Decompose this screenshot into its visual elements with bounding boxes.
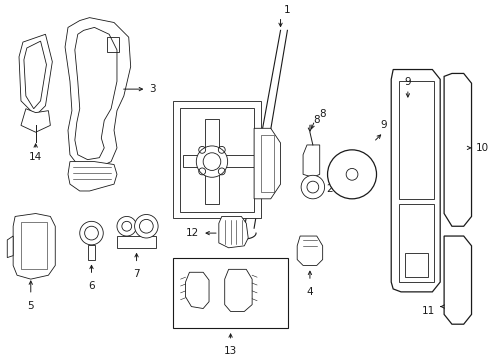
Polygon shape (297, 236, 322, 265)
Text: 8: 8 (313, 116, 319, 126)
Text: 9: 9 (380, 120, 387, 130)
Text: 2: 2 (326, 184, 333, 194)
Circle shape (135, 215, 158, 238)
Circle shape (301, 175, 324, 199)
Polygon shape (183, 155, 254, 167)
Circle shape (346, 168, 358, 180)
Circle shape (203, 153, 221, 170)
Text: 7: 7 (133, 269, 140, 279)
Text: 8: 8 (319, 108, 326, 118)
Polygon shape (254, 128, 281, 199)
Text: 3: 3 (149, 84, 156, 94)
Text: 4: 4 (307, 287, 313, 297)
Polygon shape (444, 236, 471, 324)
Circle shape (196, 146, 228, 177)
Circle shape (80, 221, 103, 245)
Polygon shape (173, 101, 261, 219)
Polygon shape (205, 118, 219, 204)
Circle shape (117, 216, 137, 236)
Text: 6: 6 (88, 281, 95, 291)
Polygon shape (391, 69, 440, 292)
Text: 12: 12 (186, 228, 199, 238)
Polygon shape (65, 18, 131, 170)
Polygon shape (7, 236, 13, 258)
Text: 1: 1 (284, 5, 290, 15)
Text: 13: 13 (224, 346, 237, 356)
Polygon shape (219, 216, 248, 248)
Circle shape (327, 150, 376, 199)
Text: 10: 10 (475, 143, 489, 153)
Polygon shape (405, 253, 428, 277)
Polygon shape (13, 213, 55, 279)
Polygon shape (444, 73, 471, 226)
Polygon shape (19, 34, 52, 116)
Polygon shape (117, 236, 156, 248)
Polygon shape (21, 109, 50, 132)
Text: 9: 9 (405, 77, 411, 87)
Text: 5: 5 (27, 301, 34, 311)
Polygon shape (303, 145, 319, 177)
FancyBboxPatch shape (173, 258, 289, 328)
Polygon shape (88, 245, 96, 260)
Text: 11: 11 (422, 306, 435, 316)
Text: 14: 14 (29, 152, 42, 162)
Polygon shape (68, 162, 117, 191)
